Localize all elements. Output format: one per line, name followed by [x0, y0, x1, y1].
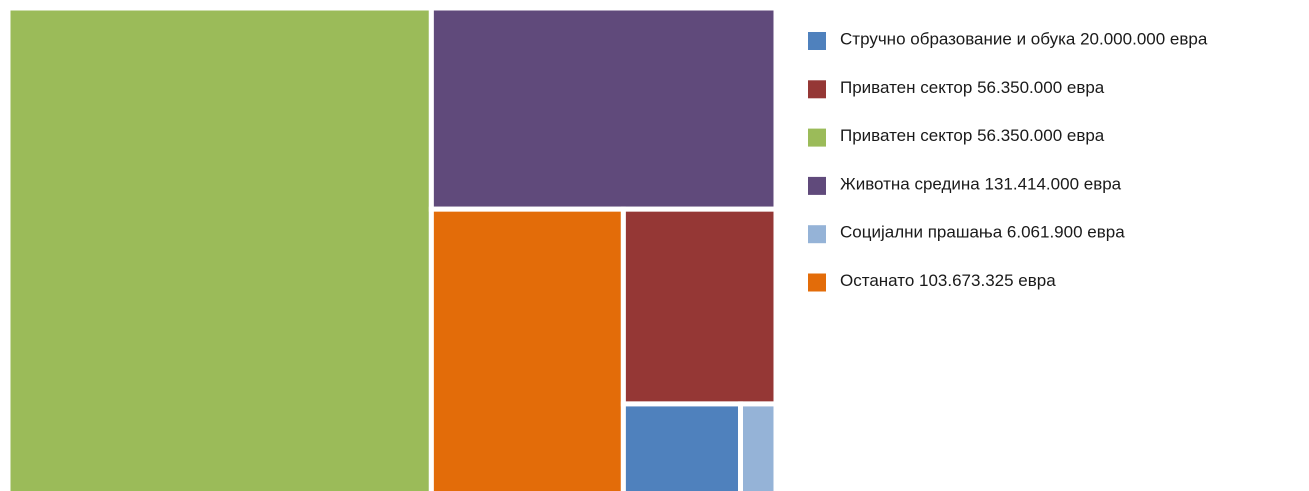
treemap-tile — [5, 5, 434, 491]
legend-swatch — [808, 128, 826, 147]
legend-label: Социјални прашања 6.061.900 евра — [840, 223, 1125, 242]
legend-swatch — [808, 80, 826, 99]
treemap-tile — [620, 401, 743, 491]
legend-label: Животна средина 131.414.000 евра — [840, 174, 1122, 193]
treemap-tile — [620, 206, 779, 407]
legend-swatch — [808, 273, 826, 292]
legend-swatch — [808, 176, 826, 195]
treemap-tile — [428, 206, 626, 491]
treemap-tile — [428, 5, 779, 212]
legend-label: Приватен сектор 56.350.000 евра — [840, 126, 1105, 145]
legend-swatch — [808, 32, 826, 50]
legend-label: Стручно образование и обука 20.000.000 е… — [840, 29, 1208, 48]
legend-swatch — [808, 225, 826, 244]
legend-label: Приватен сектор 56.350.000 евра — [840, 78, 1105, 97]
treemap-tile — [737, 401, 779, 491]
legend-label: Останато 103.673.325 евра — [840, 271, 1056, 290]
